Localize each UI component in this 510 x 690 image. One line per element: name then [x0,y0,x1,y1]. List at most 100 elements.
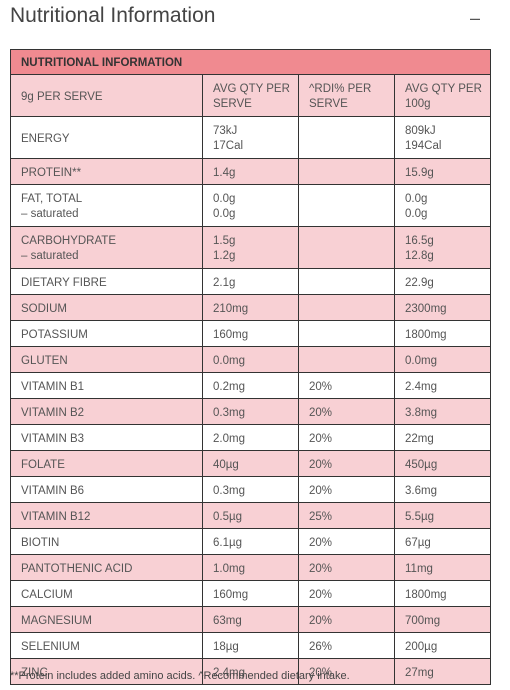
accordion-header[interactable]: Nutritional Information – [0,0,510,40]
per-serve-value: 73kJ 17Cal [202,116,299,159]
column-header: AVG QTY PER SERVE [202,74,299,117]
rdi-value: 20% [298,424,395,451]
per-100g-value-subtext: 12.8g [405,250,434,262]
per-100g-value: 3.8mg [393,398,492,425]
table-row: BIOTIN 6.1µg 20% 67µg [10,528,492,555]
table-row: ZINC 2.4mg 20% 27mg [10,658,492,685]
per-serve-value: 160mg [202,580,299,607]
per-100g-value-text: 16.5g [405,235,434,247]
rdi-value-text: 20% [309,406,333,419]
nutrition-table: NUTRITIONAL INFORMATION 9g PER SERVE AVG… [9,49,492,685]
rdi-value: 25% [298,502,395,529]
nutrient-label: VITAMIN B2 [10,398,203,425]
per-serve-value: 0.3mg [202,476,299,503]
per-100g-value: 450µg [393,450,492,477]
table-row: VITAMIN B6 0.3mg 20% 3.6mg [10,476,492,503]
per-100g-value-text: 15.9g [405,166,434,179]
nutrient-label: BIOTIN [10,528,203,555]
per-serve-value-text: 1.5g [213,235,236,247]
per-serve-value: 63mg [202,606,299,633]
per-100g-value: 3.6mg [393,476,492,503]
nutrient-label-text: CALCIUM [21,588,73,601]
per-100g-value: 2300mg [393,294,492,321]
rdi-value-text: 20% [309,432,333,445]
nutrient-label: SELENIUM [10,632,203,659]
per-100g-value-subtext: 194Cal [405,140,442,152]
per-serve-value-subtext: 0.0g [213,208,236,220]
per-serve-value-text: 160mg [213,328,249,341]
footnote: **Protein includes added amino acids. ^R… [10,670,350,682]
per-serve-value-text: 63mg [213,614,242,627]
rdi-value-text: 20% [309,536,333,549]
per-100g-value-text: 1800mg [405,588,447,601]
per-serve-value: 2.0mg [202,424,299,451]
per-100g-value: 22.9g [393,268,492,295]
per-100g-value: 0.0g 0.0g [393,184,492,227]
nutrient-label: MAGNESIUM [10,606,203,633]
per-serve-value-text: 2.0mg [213,432,245,445]
per-serve-value: 1.0mg [202,554,299,581]
rdi-value: 20% [298,450,395,477]
nutrient-label-text: VITAMIN B12 [21,510,91,523]
rdi-value-text: 26% [309,640,333,653]
per-serve-value: 18µg [202,632,299,659]
per-100g-value-text: 11mg [405,562,433,575]
per-serve-value: 6.1µg [202,528,299,555]
per-100g-value-text: 22.9g [405,276,434,289]
per-serve-value: 2.1g [202,268,299,295]
per-100g-value: 15.9g [393,158,492,185]
per-100g-value: 11mg [393,554,492,581]
per-100g-value-text: 450µg [405,458,438,471]
table-row: MAGNESIUM 63mg 20% 700mg [10,606,492,633]
rdi-value: 20% [298,658,395,685]
nutrient-label-text: SODIUM [21,302,67,315]
rdi-value [298,158,395,185]
section-title: Nutritional Information [10,4,216,27]
nutrient-label-text: CARBOHYDRATE [21,235,116,247]
table-caption: NUTRITIONAL INFORMATION [9,49,492,75]
rdi-value-text: 20% [309,666,333,679]
per-serve-value-text: 18µg [213,640,239,653]
per-100g-value-text: 809kJ [405,125,436,137]
per-100g-value-text: 2300mg [405,302,447,315]
nutrient-label: CALCIUM [10,580,203,607]
table-row: DIETARY FIBRE 2.1g 22.9g [10,268,492,295]
nutrient-label-text: POTASSIUM [21,328,88,341]
table-row: PANTOTHENIC ACID 1.0mg 20% 11mg [10,554,492,581]
rdi-value: 20% [298,476,395,503]
nutrient-label-text: ENERGY [21,132,70,145]
nutrient-label-text: MAGNESIUM [21,614,92,627]
nutrient-label-text: GLUTEN [21,354,68,367]
nutrient-label: GLUTEN [10,346,203,373]
table-row: ENERGY 73kJ 17Cal 809kJ 194Cal [10,116,492,159]
per-serve-value: 210mg [202,294,299,321]
rdi-value-text: 20% [309,614,333,627]
per-serve-value: 1.4g [202,158,299,185]
per-serve-value: 1.5g 1.2g [202,226,299,269]
nutrient-label: FOLATE [10,450,203,477]
rdi-value [298,346,395,373]
nutrient-label: VITAMIN B1 [10,372,203,399]
column-header: 9g PER SERVE [10,74,203,117]
table-row: POTASSIUM 160mg 1800mg [10,320,492,347]
per-100g-value-text: 1800mg [405,328,447,341]
table-row: CARBOHYDRATE – saturated 1.5g 1.2g 16.5g 12.8… [10,226,492,269]
nutrient-label-text: SELENIUM [21,640,80,653]
column-header-row: 9g PER SERVE AVG QTY PER SERVE ^RDI% PER… [10,74,492,117]
per-serve-value: 0.2mg [202,372,299,399]
per-serve-value: 0.0mg [202,346,299,373]
nutrient-label: PROTEIN** [10,158,203,185]
nutrient-label-text: BIOTIN [21,536,60,549]
per-100g-value: 1800mg [393,320,492,347]
rdi-value: 26% [298,632,395,659]
per-100g-value: 2.4mg [393,372,492,399]
per-100g-value: 67µg [393,528,492,555]
per-serve-value-subtext: 1.2g [213,250,236,262]
per-serve-value: 0.0g 0.0g [202,184,299,227]
minus-icon[interactable]: – [469,8,480,28]
per-100g-value-text: 5.5µg [405,510,435,523]
table-row: PROTEIN** 1.4g 15.9g [10,158,492,185]
per-serve-value-text: 0.2mg [213,380,245,393]
nutrient-label-subtext: – saturated [21,250,79,262]
rdi-value: 20% [298,372,395,399]
